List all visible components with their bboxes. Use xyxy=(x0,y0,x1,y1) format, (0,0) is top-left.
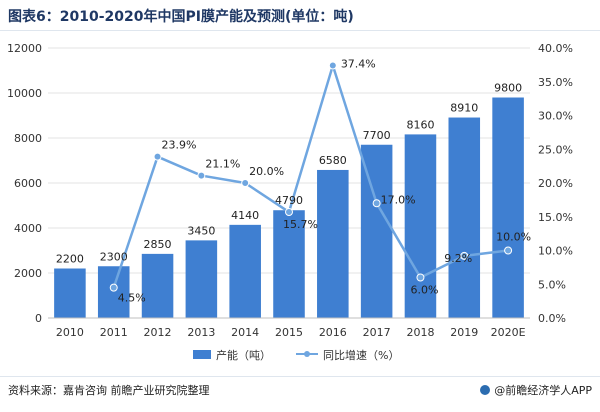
chart-title: 图表6：2010-2020年中国PI膜产能及预测(单位：吨) xyxy=(8,9,354,25)
legend: 产能（吨） 同比增速（%） xyxy=(193,348,399,362)
y-left-tick-label: 0 xyxy=(35,312,42,325)
y-right-tick-label: 40.0% xyxy=(538,42,573,55)
brand-credit: @前瞻经济学人APP xyxy=(480,382,592,398)
growth-line xyxy=(112,64,509,289)
legend-swatch-growth-marker xyxy=(304,351,310,357)
labels-layer: 2200 2300 2850 3450 4140 4790 6580 7700 8160 8910… xyxy=(56,58,531,305)
y-right-tick-label: 15.0% xyxy=(538,211,573,224)
bar-value-label: 8160 xyxy=(406,118,434,131)
y-right-tick-label: 5.0% xyxy=(538,278,566,291)
y-left-tick-label: 8000 xyxy=(14,132,42,145)
growth-value-label: 10.0% xyxy=(496,231,531,244)
brand-text: @前瞻经济学人APP xyxy=(494,384,592,397)
bar-2016 xyxy=(317,169,349,318)
bar-value-label: 7700 xyxy=(363,129,391,142)
brand-logo-icon xyxy=(480,385,491,395)
bar-value-label: 2850 xyxy=(144,238,172,251)
growth-point-2020E xyxy=(504,246,513,255)
growth-point-2013 xyxy=(197,171,206,180)
bar-2014 xyxy=(229,224,261,318)
bar-2010 xyxy=(54,268,86,318)
bars-layer xyxy=(54,97,524,319)
x-tick-label: 2016 xyxy=(319,326,347,339)
growth-point-2019 xyxy=(460,251,469,260)
growth-point-2017 xyxy=(372,199,381,208)
growth-value-label: 23.9% xyxy=(162,139,197,152)
x-tick-label: 2017 xyxy=(363,326,391,339)
growth-value-label: 17.0% xyxy=(381,193,416,206)
bar-value-label: 2300 xyxy=(100,250,128,263)
growth-value-label: 20.0% xyxy=(249,165,284,178)
x-tick-label: 2020E xyxy=(491,326,526,339)
growth-value-label: 6.0% xyxy=(410,284,438,297)
growth-point-2015 xyxy=(285,208,293,217)
axis-layer: 0 2000 4000 6000 8000 10000 12000 0.0% 5.0% 10.0%… xyxy=(7,42,573,339)
bar-value-label: 8910 xyxy=(450,102,478,115)
bar-2020E xyxy=(492,97,524,318)
bar-2011 xyxy=(97,266,130,318)
growth-point-2014 xyxy=(241,179,250,187)
bar-value-label: 3450 xyxy=(187,224,215,237)
bar-value-label: 6580 xyxy=(319,154,347,167)
line-layer xyxy=(109,61,513,292)
y-left-tick-label: 4000 xyxy=(14,222,42,235)
growth-point-2016 xyxy=(328,61,337,70)
bar-2019 xyxy=(448,117,481,319)
x-tick-label: 2012 xyxy=(144,326,172,339)
growth-point-2012 xyxy=(153,152,162,161)
y-left-tick-label: 2000 xyxy=(14,267,42,280)
growth-value-label: 15.7% xyxy=(283,218,318,231)
bar-2012 xyxy=(141,253,174,318)
growth-value-label: 21.1% xyxy=(205,158,240,171)
growth-point-2011 xyxy=(109,283,118,292)
y-right-tick-label: 25.0% xyxy=(538,143,573,156)
legend-swatch-capacity xyxy=(193,350,211,359)
growth-value-label: 37.4% xyxy=(341,58,376,71)
y-right-tick-label: 10.0% xyxy=(538,245,573,258)
bar-value-label: 9800 xyxy=(494,82,522,95)
y-left-tick-label: 10000 xyxy=(7,87,42,100)
growth-point-2018 xyxy=(416,273,425,282)
x-tick-label: 2013 xyxy=(187,326,215,339)
y-right-tick-label: 0.0% xyxy=(538,312,566,325)
x-tick-label: 2011 xyxy=(100,326,128,339)
footer-divider xyxy=(0,376,600,377)
bar-value-label: 4790 xyxy=(275,194,303,207)
y-left-tick-label: 6000 xyxy=(14,177,42,190)
source-note: 资料来源：嘉肯咨询 前瞻产业研究院整理 xyxy=(8,384,210,397)
x-tick-label: 2014 xyxy=(231,326,259,339)
y-right-tick-label: 35.0% xyxy=(538,76,573,89)
y-left-tick-label: 12000 xyxy=(7,42,42,55)
bar-2013 xyxy=(185,240,218,318)
bar-2015 xyxy=(273,210,305,318)
x-tick-label: 2010 xyxy=(56,326,84,339)
title-divider xyxy=(0,30,600,31)
legend-label-growth: 同比增速（%） xyxy=(323,348,399,362)
chart-canvas: 2200 2300 2850 3450 4140 4790 6580 7700 8160 8910… xyxy=(7,42,573,362)
bar-2018 xyxy=(404,134,437,318)
growth-value-label: 9.2% xyxy=(444,252,472,265)
x-tick-label: 2019 xyxy=(450,326,478,339)
x-tick-label: 2015 xyxy=(275,326,303,339)
y-right-tick-label: 20.0% xyxy=(538,177,573,190)
legend-label-capacity: 产能（吨） xyxy=(216,348,271,362)
bar-value-label: 2200 xyxy=(56,253,84,266)
x-tick-label: 2018 xyxy=(406,326,434,339)
growth-value-label: 4.5% xyxy=(118,292,146,305)
bar-value-label: 4140 xyxy=(231,209,259,222)
y-right-tick-label: 30.0% xyxy=(538,110,573,123)
